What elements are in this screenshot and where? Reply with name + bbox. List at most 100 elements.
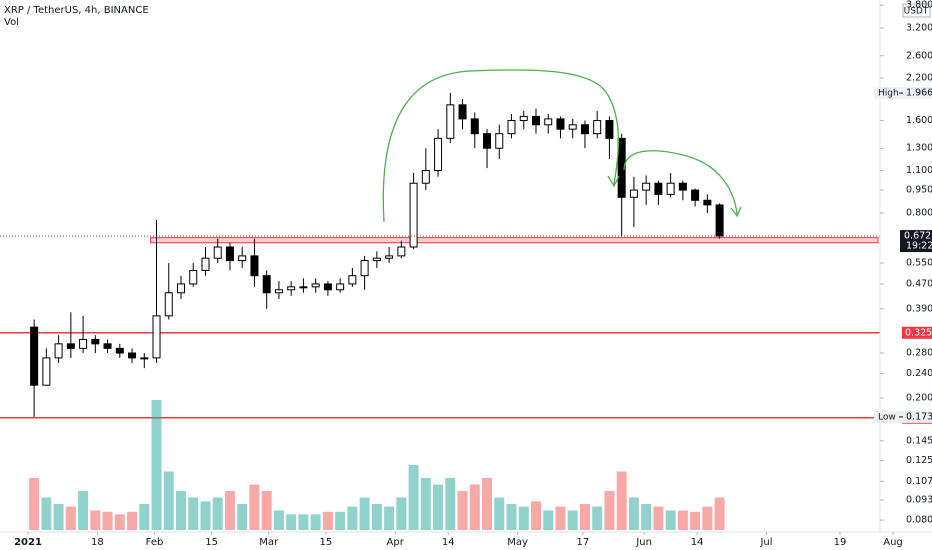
candle-body <box>66 343 75 349</box>
volume-bar <box>714 497 725 530</box>
volume-bar <box>347 506 358 530</box>
level-tag <box>902 326 932 339</box>
candle-body <box>691 189 700 201</box>
x-tick-label: Feb <box>146 537 164 548</box>
volume-label: Vol <box>4 17 19 28</box>
volume-bar <box>433 484 444 530</box>
volume-bar <box>567 510 578 530</box>
y-tick-label: 1.6000 <box>906 115 932 126</box>
candle-body <box>30 326 39 386</box>
volume-bar <box>690 511 701 530</box>
candle-body <box>311 283 320 288</box>
candle-body <box>323 283 332 291</box>
countdown: 19:22 <box>906 241 932 252</box>
candle-body <box>507 120 516 135</box>
support-zone <box>149 237 879 244</box>
volume-bar <box>249 484 260 530</box>
volume-bar <box>65 506 76 530</box>
volume-bar <box>396 497 407 530</box>
volume-bar <box>604 491 615 530</box>
candle-body <box>531 115 540 126</box>
candle-body <box>593 120 602 135</box>
candle-body <box>544 118 553 126</box>
candle-body <box>115 347 124 354</box>
candle-body <box>262 275 271 294</box>
volume-bar <box>518 506 529 530</box>
candle-body <box>434 137 443 172</box>
candle-body <box>519 115 528 122</box>
volume-bar <box>53 504 64 530</box>
volume-bar <box>200 501 211 530</box>
volume-bar <box>371 504 382 530</box>
y-tick-label: 1.3000 <box>906 143 932 154</box>
volume-bar <box>188 497 199 530</box>
volume-bar <box>322 511 333 530</box>
currency-box <box>902 3 931 18</box>
candle-body <box>213 246 222 259</box>
volume-bar <box>506 504 517 530</box>
candle-body <box>360 260 369 277</box>
volume-bar <box>445 478 456 530</box>
candle-body <box>397 246 406 257</box>
candle-body <box>128 352 137 359</box>
annotation-arc <box>623 150 738 215</box>
x-tick-label: Jun <box>635 537 652 548</box>
candle-body <box>654 182 663 195</box>
candle-body <box>703 199 712 206</box>
candle-body <box>238 255 247 262</box>
candle-body <box>225 246 234 262</box>
candle-body <box>140 357 149 360</box>
annotation-arc <box>382 69 620 223</box>
volume-bar <box>310 514 321 530</box>
candle-body <box>189 269 198 285</box>
volume-bar <box>665 510 676 530</box>
last-price-label: 0.6729 <box>904 231 932 242</box>
candle-body <box>299 286 308 289</box>
volume-bar <box>237 504 248 530</box>
volume-bar <box>41 497 52 530</box>
candle-body <box>274 289 283 294</box>
volume-bar <box>139 504 150 530</box>
volume-bar <box>543 510 554 530</box>
candle-body <box>421 170 430 184</box>
volume-bar <box>359 497 370 530</box>
volume-bar <box>530 501 541 530</box>
candle-body <box>152 315 161 359</box>
volume-bar <box>469 484 480 530</box>
volume-bar <box>457 491 468 530</box>
x-tick-label: 14 <box>691 537 704 548</box>
marker-value: 0.1735 <box>906 411 932 422</box>
x-tick-label: 17 <box>577 537 590 548</box>
marker-name: High <box>878 89 899 99</box>
volume-bar <box>29 478 40 530</box>
volume-bar <box>555 506 566 530</box>
candle-body <box>385 255 394 259</box>
x-tick-label: Apr <box>387 537 405 548</box>
volume-bar <box>420 478 431 530</box>
volume-bar <box>702 506 713 530</box>
annotation-arrow <box>607 175 620 188</box>
candle-body <box>642 182 651 191</box>
volume-bar <box>298 514 309 530</box>
x-tick-label: Mar <box>259 537 279 548</box>
volume-bar <box>482 478 493 530</box>
y-tick-label: 2.6000 <box>906 50 932 61</box>
volume-bar <box>653 506 664 530</box>
candle-body <box>42 357 51 386</box>
candle-body <box>556 118 565 130</box>
candle-body <box>348 275 357 285</box>
x-tick-label: May <box>507 537 528 548</box>
volume-bar <box>114 514 125 530</box>
volume-bar <box>384 506 395 530</box>
volume-bar <box>616 471 627 530</box>
candle-body <box>250 255 259 277</box>
candle-body <box>605 120 614 139</box>
candle-body <box>201 257 210 271</box>
